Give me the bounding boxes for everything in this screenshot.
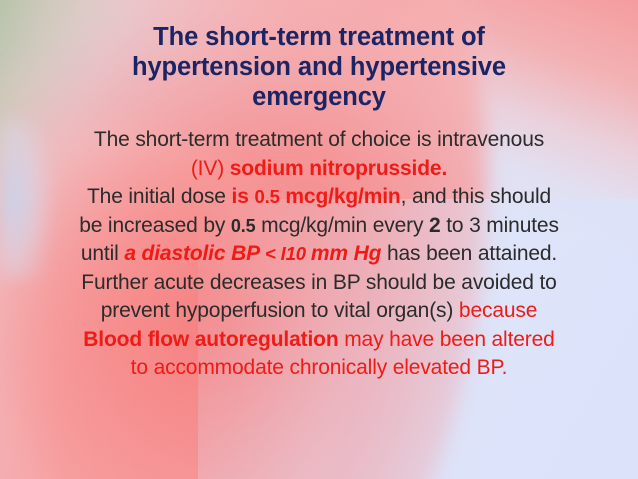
text-run: because <box>458 299 538 322</box>
text-run: prevent hypoperfusion to vital organ(s) <box>100 299 459 322</box>
slide-background-blue-field <box>198 199 638 479</box>
text-run: until <box>80 242 125 265</box>
slide-background-blue-notch <box>0 120 62 280</box>
body-line: (IV) sodium nitroprusside. <box>24 155 614 184</box>
text-run: mcg/kg/min <box>285 185 401 208</box>
text-run: (IV) <box>190 156 225 180</box>
text-run: is <box>231 185 249 208</box>
text-run: mm Hg <box>310 242 382 265</box>
slide-title-line-3: emergency <box>252 83 386 111</box>
text-run: to accommodate chronically elevated BP. <box>130 356 508 379</box>
body-line: Further acute decreases in BP should be … <box>24 269 614 298</box>
body-line: until a diastolic BP < I10 mm Hg has bee… <box>24 240 614 269</box>
body-line: Blood flow autoregulation may have been … <box>24 326 614 355</box>
text-run: 0.5 <box>230 215 256 236</box>
text-run: sodium nitroprusside. <box>229 156 448 180</box>
slide-title-line-1: The short-term treatment of <box>153 23 485 51</box>
text-run: The short-term treatment of choice is in… <box>93 128 545 151</box>
slide-title-line-2: hypertension and hypertensive <box>131 53 507 81</box>
slide-body-text: The short-term treatment of choice is in… <box>10 126 628 383</box>
text-run: may have been altered <box>338 327 555 351</box>
text-run: The initial dose <box>86 185 232 208</box>
text-run: be increased by <box>79 213 231 237</box>
body-line: be increased by 0.5 mcg/kg/min every 2 t… <box>24 212 614 241</box>
body-line: The short-term treatment of choice is in… <box>24 126 614 155</box>
text-run: Blood flow autoregulation <box>83 327 339 351</box>
text-run: 0.5 <box>254 186 280 207</box>
text-run: 2 <box>428 213 441 237</box>
text-run: , and this should <box>400 185 552 208</box>
body-line: to accommodate chronically elevated BP. <box>24 354 614 383</box>
text-run: < I10 <box>259 243 311 264</box>
text-run: has been attained. <box>381 242 558 265</box>
slide-title: The short-term treatment of hypertension… <box>10 22 628 112</box>
text-run: Further acute decreases in BP should be … <box>81 270 557 294</box>
text-run: to 3 minutes <box>440 213 559 237</box>
body-line: The initial dose is 0.5 mcg/kg/min, and … <box>24 183 614 212</box>
text-run: mcg/kg/min every <box>255 213 429 237</box>
text-run: a diastolic BP <box>124 242 260 265</box>
body-line: prevent hypoperfusion to vital organ(s) … <box>24 297 614 326</box>
